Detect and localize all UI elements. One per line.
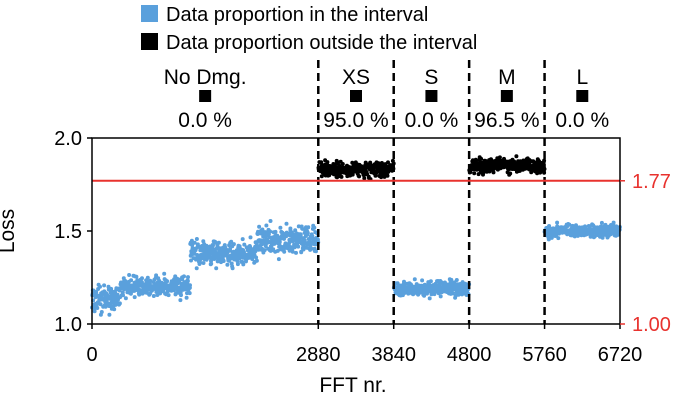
y-axis-label: Loss [0,209,19,253]
x-tick-label-5: 6720 [598,344,643,366]
x-tick-label-4: 5760 [522,344,567,366]
legend: Data proportion in the interval Data prop… [141,4,477,54]
points-outside-1 [316,158,396,182]
segment-marker-0 [199,90,212,102]
points-outside-3 [467,154,547,177]
x-axis-label: FFT nr. [319,374,386,397]
reference-lines [92,60,620,324]
plot-area [90,154,622,317]
segment-percent-3: 96.5 % [474,109,539,132]
segment-marker-4 [576,90,589,102]
points-inside-4 [542,220,622,242]
legend-swatch-1 [141,33,158,50]
segment-name-0: No Dmg. [164,66,247,89]
y-tick-label-0: 1.0 [54,314,82,336]
right-axis-label-1: 1.00 [632,314,671,336]
right-axis-label-0: 1.77 [632,171,671,193]
x-tick-label-0: 0 [86,344,97,366]
y-tick-label-2: 2.0 [54,128,82,150]
segment-marker-2 [425,90,438,102]
legend-swatch-0 [141,5,158,22]
segment-name-1: XS [342,66,370,89]
segment-percent-0: 0.0 % [178,109,232,132]
segment-labels: No Dmg. 0.0 % XS 95.0 % S 0.0 % M 96.5 % L 0.0 % [164,66,609,132]
segment-percent-1: 95.0 % [323,109,388,132]
legend-label-0: Data proportion in the interval [166,4,428,26]
legend-label-1: Data proportion outside the interval [166,32,477,54]
x-tick-label-2: 3840 [371,344,416,366]
y-tick-label-1: 1.5 [54,221,82,243]
segment-percent-2: 0.0 % [405,109,459,132]
segment-name-4: L [576,66,588,89]
segment-percent-4: 0.0 % [555,109,609,132]
x-tick-label-1: 2880 [296,344,341,366]
segment-marker-1 [350,90,362,102]
segment-name-2: S [424,66,438,89]
x-tick-label-3: 4800 [447,344,492,366]
segment-name-3: M [498,66,516,89]
points-inside-2 [391,277,472,301]
points-inside-0 [90,219,321,317]
segment-marker-3 [500,90,513,102]
axes: 0 2880 3840 4800 5760 6720 1.0 1.5 2.0 1.77 1.00 [54,128,671,366]
